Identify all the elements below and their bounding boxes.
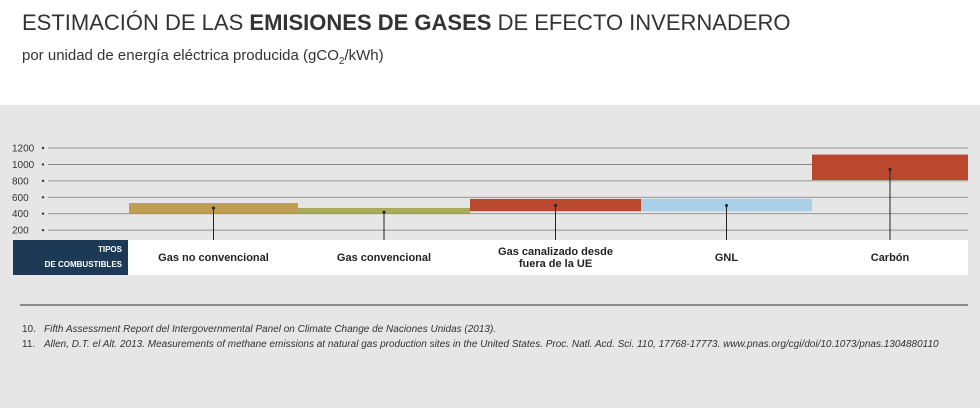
category-header: DE COMBUSTIBLES bbox=[45, 260, 123, 269]
title: ESTIMACIÓN DE LAS EMISIONES DE GASES DE … bbox=[22, 10, 791, 35]
y-tick-label: 1200 bbox=[12, 144, 35, 155]
title-part: ESTIMACIÓN DE LAS bbox=[22, 10, 249, 35]
y-tick-label: 800 bbox=[12, 176, 29, 187]
y-tick-label: 1000 bbox=[12, 160, 35, 171]
tick-dot bbox=[41, 179, 45, 183]
category-header-box bbox=[13, 240, 128, 275]
category-header: TIPOS bbox=[98, 245, 123, 254]
mid-marker bbox=[725, 204, 728, 207]
title-part: DE EFECTO INVERNADERO bbox=[491, 10, 790, 35]
footnote: 11. Allen, D.T. el Alt. 2013. Measurement… bbox=[22, 339, 957, 350]
category-band bbox=[13, 240, 968, 275]
tick-dot bbox=[41, 212, 45, 215]
footnote: 10. Fifth Assessment Report del Intergove… bbox=[22, 324, 957, 335]
mid-marker bbox=[554, 204, 557, 207]
tick-dot bbox=[41, 228, 45, 232]
tick-dot bbox=[41, 163, 45, 166]
category-label: Gas no convencional bbox=[158, 251, 269, 264]
footnote-number: 11. bbox=[22, 339, 36, 350]
category-label: Gas canalizado desde fuera de la UE bbox=[498, 245, 613, 270]
tick-dot bbox=[41, 196, 45, 199]
footnote-text: Fifth Assessment Report del Intergovernm… bbox=[44, 324, 497, 335]
mid-marker bbox=[382, 210, 386, 214]
subtitle: por unidad de energía eléctrica producid… bbox=[22, 47, 384, 67]
tick-dot bbox=[41, 146, 45, 150]
category-label: GNL bbox=[714, 251, 739, 264]
subtitle-part: /kWh) bbox=[344, 47, 383, 64]
subtitle-part: por unidad de energía eléctrica producid… bbox=[22, 47, 339, 64]
footnote-number: 10. bbox=[22, 324, 36, 335]
title-part: EMISIONES DE GASES bbox=[249, 10, 491, 35]
y-tick-label: 200 bbox=[12, 226, 29, 237]
y-tick-label: 600 bbox=[12, 193, 29, 204]
mid-marker bbox=[212, 206, 215, 210]
mid-marker bbox=[888, 167, 892, 171]
footnote-text: Allen, D.T. el Alt. 2013. Measurements o… bbox=[44, 339, 939, 350]
category-label: Gas convencional bbox=[336, 251, 432, 264]
category-label: Carbón bbox=[870, 251, 910, 264]
subtitle-part: 2 bbox=[339, 56, 345, 67]
y-tick-label: 400 bbox=[12, 209, 29, 220]
